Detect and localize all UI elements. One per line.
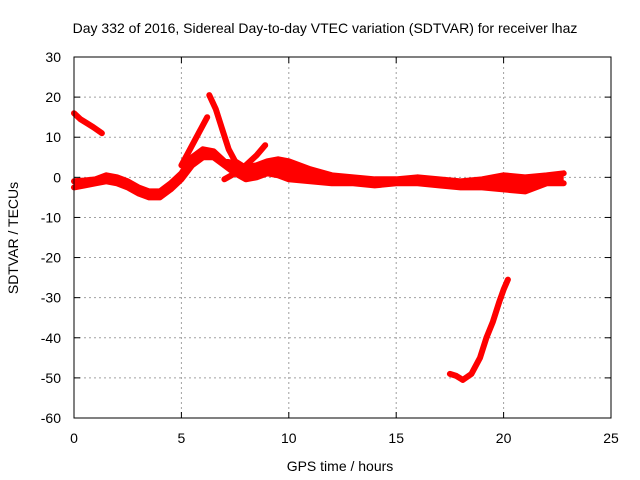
x-tick-label: 0 xyxy=(70,430,78,446)
series-line-early-segment xyxy=(71,110,105,137)
x-axis-label: GPS time / hours xyxy=(287,458,394,474)
y-tick-label: -50 xyxy=(41,370,61,386)
y-tick-label: -60 xyxy=(41,410,61,426)
y-tick-label: 20 xyxy=(45,89,61,105)
grid xyxy=(74,57,611,418)
y-tick-label: -30 xyxy=(41,290,61,306)
y-tick-label: 0 xyxy=(53,169,61,185)
x-tick-label: 5 xyxy=(178,430,186,446)
x-tick-label: 15 xyxy=(388,430,404,446)
series-line-spike-b xyxy=(178,114,211,169)
series-line-spike-c xyxy=(221,142,269,183)
y-tick-label: 30 xyxy=(45,49,61,65)
y-tick-label: 10 xyxy=(45,129,61,145)
x-tick-label: 20 xyxy=(496,430,512,446)
plot-frame xyxy=(73,56,612,419)
data-series-group xyxy=(71,92,567,383)
x-tick-label: 10 xyxy=(281,430,297,446)
chart-title: Day 332 of 2016, Sidereal Day-to-day VTE… xyxy=(73,20,578,36)
series-line-late-dip xyxy=(446,276,511,383)
y-axis-label: SDTVAR / TECUs xyxy=(5,182,21,294)
series-line-spike-a xyxy=(206,92,245,169)
axes: 0 5 10 15 20 25 -60 -50 -40 -30 -20 -10 0 10 20 30 xyxy=(41,49,619,446)
y-tick-label: -40 xyxy=(41,330,61,346)
x-tick-label: 25 xyxy=(603,430,619,446)
y-tick-label: -10 xyxy=(41,209,61,225)
main-band-fill xyxy=(74,149,564,198)
y-tick-label: -20 xyxy=(41,250,61,266)
